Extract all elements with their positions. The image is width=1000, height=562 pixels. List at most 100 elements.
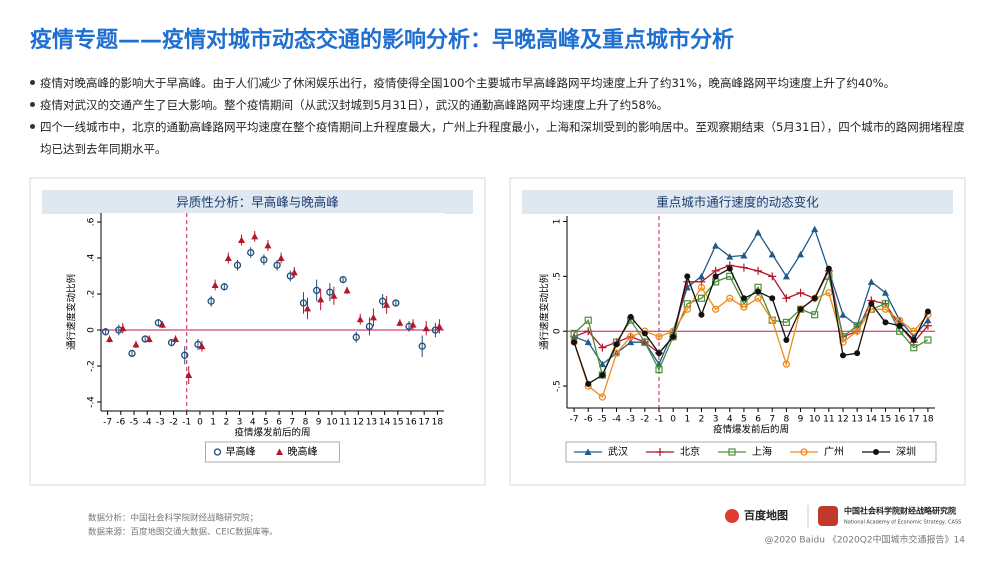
x-tick-label: 9 <box>316 418 322 428</box>
marker <box>881 305 890 313</box>
marker <box>896 322 903 329</box>
marker <box>277 254 285 261</box>
marker <box>584 448 592 455</box>
marker <box>839 338 847 346</box>
marker <box>740 303 748 311</box>
marker <box>910 336 917 343</box>
x-tick-label: -1 <box>655 415 664 425</box>
marker <box>868 300 875 307</box>
y-tick-label: -.2 <box>87 360 97 372</box>
marker <box>726 265 733 272</box>
marker <box>571 339 578 346</box>
marker <box>697 272 705 280</box>
marker <box>273 261 281 269</box>
marker <box>598 393 607 401</box>
x-tick-label: 9 <box>798 415 804 425</box>
x-tick-label: -2 <box>640 415 649 425</box>
marker <box>584 338 592 346</box>
copyright: @2020 Baidu 《2020Q2中国城市交通报告》14 <box>765 534 966 546</box>
marker <box>585 380 592 387</box>
marker <box>627 333 635 341</box>
marker <box>924 316 932 324</box>
marker <box>697 283 706 291</box>
x-tick-label: 12 <box>353 418 364 428</box>
marker <box>825 265 832 272</box>
cass-logo-icon <box>818 506 838 526</box>
marker <box>369 313 377 321</box>
x-tick-label: 10 <box>326 418 338 428</box>
marker <box>840 352 846 359</box>
marker <box>172 335 180 342</box>
baidu-logo-text: 百度地图 <box>744 508 788 522</box>
marker <box>409 321 417 328</box>
x-tick-label: 10 <box>809 415 821 425</box>
x-tick-label: 1 <box>210 418 216 428</box>
marker <box>194 340 202 349</box>
marker <box>697 294 706 302</box>
marker <box>882 319 889 326</box>
marker <box>655 333 663 341</box>
marker <box>154 319 163 327</box>
series-line <box>573 227 929 366</box>
x-tick-label: 13 <box>366 418 377 428</box>
marker <box>599 372 606 379</box>
y-tick-label: .2 <box>87 290 97 299</box>
y-tick-label: -.4 <box>87 396 97 408</box>
marker <box>612 349 621 357</box>
marker <box>299 299 308 307</box>
y-tick-label: 1 <box>553 219 563 225</box>
marker <box>418 342 426 350</box>
x-tick-label: -2 <box>169 418 178 428</box>
x-tick-label: 15 <box>392 418 403 428</box>
x-tick-label: 0 <box>197 418 203 428</box>
cass-logo-en: National Academy of Economic Strategy, C… <box>844 520 961 526</box>
y-tick-label: 0 <box>553 328 563 334</box>
marker <box>768 250 776 258</box>
x-tick-label: -5 <box>129 418 138 428</box>
marker <box>313 286 321 295</box>
x-tick-label: 8 <box>784 415 790 425</box>
marker <box>627 313 634 320</box>
marker <box>167 338 176 347</box>
marker <box>796 288 805 297</box>
series-line <box>573 266 929 385</box>
marker <box>378 297 387 305</box>
marker <box>811 225 819 233</box>
marker <box>251 232 259 240</box>
marker <box>303 304 311 312</box>
marker <box>683 305 691 313</box>
x-tick-label: 0 <box>670 415 676 425</box>
marker <box>128 349 136 358</box>
marker <box>233 261 242 269</box>
marker <box>684 273 691 280</box>
marker <box>881 289 889 296</box>
legend-box <box>205 441 340 463</box>
legend-box <box>565 441 937 463</box>
x-tick-label: 14 <box>379 418 391 428</box>
plot-area <box>101 213 444 411</box>
footer-source: 数据来源：百度地图交通大数据、CEIC数据库等。 <box>88 527 278 538</box>
x-tick-label: 11 <box>339 418 350 428</box>
marker <box>598 343 607 352</box>
marker <box>431 326 440 334</box>
marker <box>924 308 931 315</box>
title-band <box>522 190 953 214</box>
marker <box>396 319 404 326</box>
marker <box>825 289 833 297</box>
x-tick-label: -7 <box>103 418 112 428</box>
marker <box>728 448 736 456</box>
page-title: 疫情专题——疫情对城市动态交通的影响分析：早晚高峰及重点城市分析 <box>30 28 735 53</box>
marker <box>755 288 762 295</box>
x-tick-label: 6 <box>755 415 761 425</box>
marker <box>797 306 804 313</box>
marker <box>264 241 272 249</box>
x-tick-label: 15 <box>880 415 891 425</box>
marker <box>132 340 140 348</box>
marker <box>867 278 875 285</box>
marker <box>220 283 228 291</box>
marker <box>782 360 791 368</box>
x-tick-label: 1 <box>684 415 690 425</box>
legend-label: 广州 <box>824 446 844 458</box>
